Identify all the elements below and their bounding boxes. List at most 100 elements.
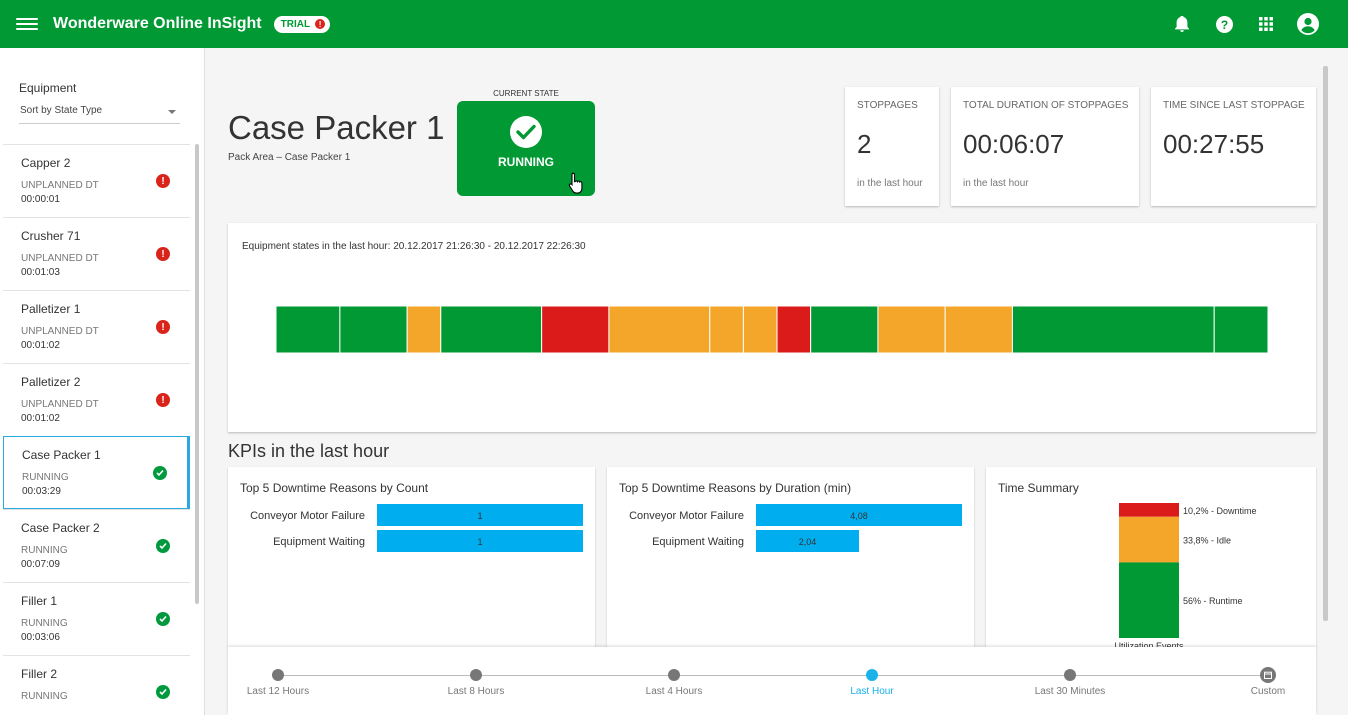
bar[interactable] xyxy=(377,504,583,526)
page-title: Case Packer 1 xyxy=(228,109,445,146)
time-option-last-30-minutes[interactable]: Last 30 Minutes xyxy=(1010,669,1130,697)
hand-cursor-icon xyxy=(568,172,584,199)
kpi-sub: in the last hour xyxy=(963,178,1029,189)
trial-label: TRIAL xyxy=(280,18,311,30)
equipment-item[interactable]: Palletizer 1 UNPLANNED DT 00:01:02 ! xyxy=(3,290,190,363)
account-icon[interactable] xyxy=(1296,12,1320,36)
time-dot xyxy=(272,669,284,681)
time-option-last-12-hours[interactable]: Last 12 Hours xyxy=(218,669,338,697)
state-segment-idle[interactable] xyxy=(709,306,744,353)
equipment-name: Case Packer 2 xyxy=(21,521,100,535)
time-option-last-hour[interactable]: Last Hour xyxy=(812,669,932,697)
stack-segment-idle[interactable] xyxy=(1119,516,1179,563)
sort-select-value: Sort by State Type xyxy=(20,105,103,116)
check-icon xyxy=(510,116,542,148)
calendar-icon xyxy=(1260,667,1276,683)
error-icon: ! xyxy=(156,320,170,334)
time-label: Last 4 Hours xyxy=(645,686,703,697)
stack-category-label: Utilization Events xyxy=(1114,641,1184,647)
equipment-path: Pack Area – Case Packer 1 xyxy=(228,152,351,163)
equipment-item[interactable]: Capper 2 UNPLANNED DT 00:00:01 ! xyxy=(3,144,190,217)
equipment-item-selected[interactable]: Case Packer 1 RUNNING 00:03:29 xyxy=(3,436,190,509)
equipment-state: UNPLANNED DT xyxy=(21,399,99,410)
downtime-count-chart: Conveyor Motor Failure 1 Equipment Waiting… xyxy=(250,504,583,552)
kpi-value: 2 xyxy=(857,129,872,159)
equipment-item[interactable]: Palletizer 2 UNPLANNED DT 00:01:02 ! xyxy=(3,363,190,436)
chart-title: Top 5 Downtime Reasons by Duration (min) xyxy=(619,481,852,495)
bell-icon[interactable] xyxy=(1170,12,1194,36)
bar-category-label: Conveyor Motor Failure xyxy=(629,510,744,522)
state-segment-running[interactable] xyxy=(440,306,543,353)
state-segment-idle[interactable] xyxy=(944,306,1013,353)
state-segment-running[interactable] xyxy=(810,306,879,353)
kpi-label: TOTAL DURATION OF STOPPAGES xyxy=(963,100,1129,111)
equipment-item[interactable]: Case Packer 2 RUNNING 00:07:09 xyxy=(3,509,190,582)
state-segment-running[interactable] xyxy=(1213,306,1268,353)
equipment-sidebar: Equipment Sort by State Type Capper 2 UN… xyxy=(0,48,205,715)
kpi-label: TIME SINCE LAST STOPPAGE xyxy=(1163,100,1305,111)
menu-icon[interactable] xyxy=(16,16,38,32)
state-segment-running[interactable] xyxy=(276,306,341,353)
state-timeline xyxy=(276,306,1268,353)
time-option-last-4-hours[interactable]: Last 4 Hours xyxy=(614,669,734,697)
equipment-time: 00:01:03 xyxy=(21,267,60,278)
equipment-state: RUNNING xyxy=(21,691,68,702)
bar[interactable] xyxy=(756,530,859,552)
time-since-stoppage-card: TIME SINCE LAST STOPPAGE 00:27:55 xyxy=(1151,87,1316,206)
main-scrollbar[interactable] xyxy=(1323,66,1328,621)
state-segment-idle[interactable] xyxy=(406,306,442,353)
trial-badge[interactable]: TRIAL ! xyxy=(273,15,331,33)
state-segment-running[interactable] xyxy=(1011,306,1215,353)
state-segment-downtime[interactable] xyxy=(776,306,812,353)
total-duration-card: TOTAL DURATION OF STOPPAGES 00:06:07 in … xyxy=(951,87,1139,206)
state-segment-idle[interactable] xyxy=(877,306,946,353)
state-segment-running[interactable] xyxy=(339,306,408,353)
stack-segment-label: 33,8% - Idle xyxy=(1183,536,1231,546)
time-summary-chart: 10,2% - Downtime 33,8% - Idle 56% - Runtim… xyxy=(1114,503,1257,647)
equipment-time: 00:01:02 xyxy=(21,413,60,424)
bar-value-label: 2,04 xyxy=(799,537,817,547)
time-range-track xyxy=(278,675,1268,676)
equipment-time: 00:03:29 xyxy=(22,486,61,497)
app-title: Wonderware Online InSight xyxy=(53,15,262,32)
error-icon: ! xyxy=(156,174,170,188)
bar[interactable] xyxy=(377,530,583,552)
sort-select[interactable]: Sort by State Type xyxy=(19,105,180,124)
downtime-duration-chart: Conveyor Motor Failure 4,08 Equipment Wait… xyxy=(629,504,962,552)
kpi-label: STOPPAGES xyxy=(857,100,918,111)
equipment-item[interactable]: Filler 2 RUNNING xyxy=(3,655,190,715)
equipment-state: UNPLANNED DT xyxy=(21,326,99,337)
equipment-name: Palletizer 2 xyxy=(21,375,81,389)
equipment-time: 00:00:01 xyxy=(21,194,60,205)
time-option-last-8-hours[interactable]: Last 8 Hours xyxy=(416,669,536,697)
equipment-state: RUNNING xyxy=(21,618,68,629)
check-circle-icon xyxy=(153,466,167,480)
sidebar-scrollbar[interactable] xyxy=(195,144,199,604)
stack-segment-runtime[interactable] xyxy=(1119,562,1179,638)
time-option-custom[interactable]: Custom xyxy=(1208,667,1328,697)
stack-segment-downtime[interactable] xyxy=(1119,503,1179,517)
state-segment-idle[interactable] xyxy=(608,306,711,353)
equipment-time: 00:03:06 xyxy=(21,632,60,643)
state-segment-downtime[interactable] xyxy=(541,306,610,353)
equipment-state: UNPLANNED DT xyxy=(21,253,99,264)
time-dot xyxy=(668,669,680,681)
time-dot xyxy=(1064,669,1076,681)
equipment-item[interactable]: Crusher 71 UNPLANNED DT 00:01:03 ! xyxy=(3,217,190,290)
current-state-value: RUNNING xyxy=(498,155,554,169)
caret-down-icon xyxy=(168,110,176,114)
kpi-sub: in the last hour xyxy=(857,178,923,189)
kpi-section-title: KPIs in the last hour xyxy=(228,441,390,461)
kpi-value: 00:27:55 xyxy=(1163,129,1265,159)
state-segment-idle[interactable] xyxy=(742,306,778,353)
bar[interactable] xyxy=(756,504,962,526)
equipment-time: 00:01:02 xyxy=(21,340,60,351)
time-label: Last Hour xyxy=(850,686,894,697)
help-icon[interactable]: ? xyxy=(1212,12,1236,36)
equipment-states-card: Equipment states in the last hour: 20.12… xyxy=(228,223,1316,432)
equipment-item[interactable]: Filler 1 RUNNING 00:03:06 xyxy=(3,582,190,655)
current-state-label: CURRENT STATE xyxy=(493,89,559,98)
bar-category-label: Conveyor Motor Failure xyxy=(250,510,365,522)
apps-grid-icon[interactable] xyxy=(1254,12,1278,36)
equipment-time: 00:07:09 xyxy=(21,559,60,570)
